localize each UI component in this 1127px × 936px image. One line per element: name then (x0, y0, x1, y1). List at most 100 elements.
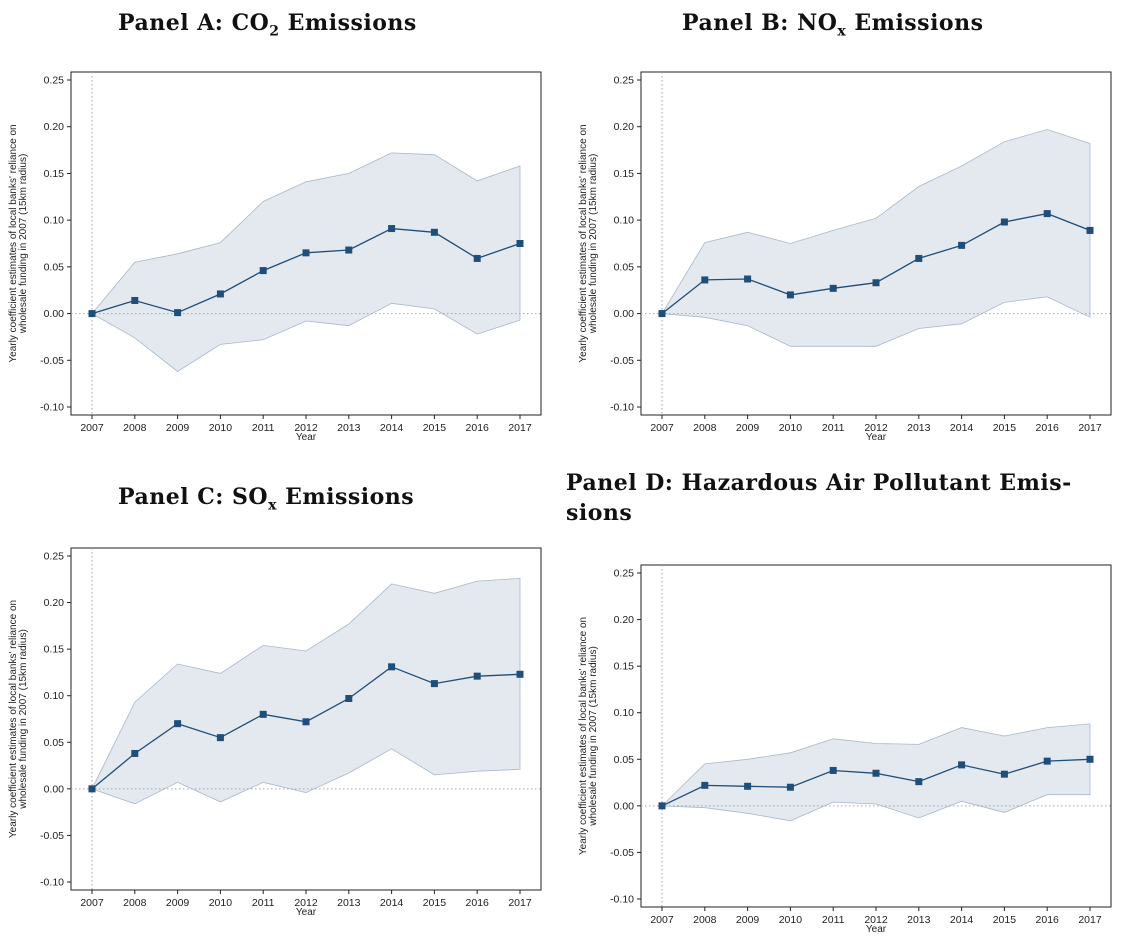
coefficient-point (786, 783, 794, 791)
y-axis-label: wholesale funding in 2007 (15km radius) (18, 154, 29, 335)
panel-c-title: Panel C: SOx Emissions (118, 484, 415, 514)
x-tick-label: 2017 (1078, 422, 1102, 434)
x-tick-label: 2010 (779, 914, 803, 926)
coefficient-point (701, 781, 709, 789)
y-axis-label: Yearly coefficient estimates of local ba… (8, 600, 19, 838)
y-tick-label: 0.05 (44, 737, 65, 749)
coefficient-point (744, 782, 752, 790)
coefficient-point (259, 710, 267, 718)
x-tick-label: 2011 (822, 422, 845, 434)
x-tick-label: 2008 (693, 422, 717, 434)
coefficient-point (958, 761, 966, 769)
coefficient-point (174, 720, 182, 728)
y-tick-label: 0.20 (44, 597, 65, 609)
y-axis-label: Yearly coefficient estimates of local ba… (578, 124, 589, 362)
x-tick-label: 2015 (993, 422, 1017, 434)
coefficient-point (430, 228, 438, 236)
y-axis-label: wholesale funding in 2007 (15km radius) (588, 646, 599, 827)
chart-panel-a: 0.25 0.20 0.15 0.10 0.05 0.00 -0.05 -0.10 2007 20… (8, 71, 542, 443)
y-tick-label: 0.00 (44, 783, 65, 795)
x-axis-label: Year (866, 924, 887, 935)
y-tick-label: -0.05 (610, 355, 634, 367)
y-axis-label: wholesale funding in 2007 (15km radius) (588, 154, 599, 335)
x-tick-label: 2013 (907, 914, 931, 926)
x-tick-label: 2016 (1036, 422, 1060, 434)
coefficient-point (302, 718, 310, 726)
x-tick-label: 2011 (822, 914, 845, 926)
x-tick-label: 2017 (508, 897, 532, 909)
coefficient-point (131, 749, 139, 757)
x-tick-label: 2008 (123, 422, 147, 434)
x-tick-label: 2015 (993, 914, 1017, 926)
coefficient-point (872, 769, 880, 777)
x-axis-label: Year (296, 907, 317, 918)
y-tick-label: 0.10 (44, 690, 65, 702)
x-tick-label: 2014 (950, 422, 974, 434)
coefficient-point (516, 670, 524, 678)
panel-a-title: Panel A: CO2 Emissions (118, 10, 417, 40)
y-tick-label: -0.05 (40, 830, 64, 842)
y-tick-label: -0.05 (40, 355, 64, 367)
coefficient-point (388, 225, 396, 233)
x-tick-label: 2013 (907, 422, 931, 434)
y-tick-label: 0.15 (614, 661, 635, 673)
x-tick-label: 2009 (166, 897, 190, 909)
x-tick-label: 2013 (337, 422, 361, 434)
coefficient-point (473, 672, 481, 680)
y-tick-label: 0.15 (614, 168, 635, 180)
coefficient-point (915, 778, 923, 786)
y-tick-label: 0.00 (614, 308, 635, 320)
coefficient-point (958, 241, 966, 249)
y-tick-label: 0.00 (44, 308, 65, 320)
coefficient-point (430, 680, 438, 688)
coefficient-point (216, 290, 224, 298)
y-tick-label: 0.15 (44, 168, 65, 180)
coefficient-point (1086, 226, 1094, 234)
x-tick-label: 2017 (1078, 914, 1102, 926)
x-tick-label: 2007 (80, 897, 104, 909)
coefficient-point (915, 254, 923, 262)
coefficient-point (473, 254, 481, 262)
y-tick-label: 0.10 (44, 215, 65, 227)
y-tick-label: -0.10 (40, 877, 64, 889)
coefficient-point (829, 284, 837, 292)
y-tick-label: 0.15 (44, 644, 65, 656)
y-tick-label: 0.25 (614, 568, 635, 580)
y-tick-label: 0.05 (44, 261, 65, 273)
coefficient-point (658, 802, 666, 810)
y-tick-label: 0.25 (44, 551, 65, 563)
x-tick-label: 2009 (736, 914, 760, 926)
x-tick-label: 2010 (779, 422, 803, 434)
coefficient-point (701, 276, 709, 284)
coefficient-point (516, 240, 524, 247)
x-tick-label: 2011 (252, 897, 275, 909)
y-tick-label: 0.05 (614, 261, 635, 273)
y-tick-label: -0.10 (610, 894, 634, 906)
x-tick-label: 2010 (209, 897, 233, 909)
y-tick-label: 0.10 (614, 707, 635, 719)
y-tick-label: 0.00 (614, 800, 635, 812)
coefficient-point (388, 663, 396, 671)
y-tick-label: 0.05 (614, 754, 635, 766)
panel-b-title: Panel B: NOx Emissions (682, 10, 984, 40)
x-tick-label: 2016 (466, 897, 490, 909)
x-tick-label: 2007 (80, 422, 104, 434)
chart-panel-d: 0.25 0.20 0.15 0.10 0.05 0.00 -0.05 -0.10 2007 20… (578, 564, 1112, 935)
coefficient-point (1000, 218, 1008, 226)
x-tick-label: 2016 (466, 422, 490, 434)
x-axis-label: Year (296, 432, 317, 443)
y-tick-label: 0.20 (44, 121, 65, 133)
chart-panel-b: 0.25 0.20 0.15 0.10 0.05 0.00 -0.05 -0.10 2007 20… (578, 71, 1112, 443)
y-axis-label: wholesale funding in 2007 (15km radius) (18, 629, 29, 810)
x-tick-label: 2008 (123, 897, 147, 909)
x-tick-label: 2014 (380, 897, 404, 909)
x-tick-label: 2008 (693, 914, 717, 926)
coefficient-point (872, 279, 880, 287)
x-tick-label: 2012 (864, 914, 888, 926)
x-tick-label: 2010 (209, 422, 233, 434)
y-axis-label: Yearly coefficient estimates of local ba… (8, 124, 19, 362)
coefficient-point (131, 296, 139, 304)
x-tick-label: 2007 (650, 422, 674, 434)
y-tick-label: -0.10 (610, 402, 634, 414)
coefficient-point (658, 310, 666, 318)
